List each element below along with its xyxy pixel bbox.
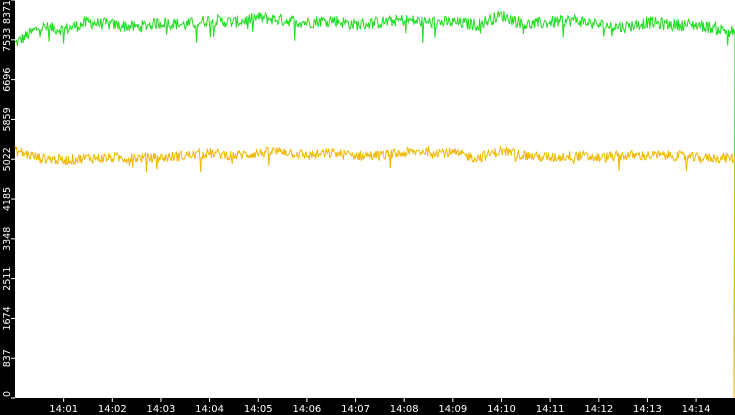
x-tick-label: 14:11	[536, 404, 565, 415]
y-tick-label: 2511	[2, 267, 13, 291]
x-tick-label: 14:13	[633, 404, 662, 415]
series-line-1	[14, 10, 735, 399]
y-tick-label: 0	[2, 391, 13, 397]
y-tick-label: 1674	[2, 306, 13, 330]
x-tick-label: 14:08	[390, 404, 419, 415]
x-axis: 14:01 14:02 14:03 14:04 14:05 14:06 14:07 14:08…	[49, 398, 710, 415]
y-axis: 0 837 1674 2511 3348 4185 5022 5859 6696 7533 8371	[2, 0, 15, 399]
y-tick-label: 3348	[2, 227, 13, 251]
x-tick-label: 14:09	[438, 404, 467, 415]
x-tick-label: 14:04	[195, 404, 224, 415]
series-layer	[14, 10, 735, 399]
x-tick-label: 14:01	[49, 404, 78, 415]
y-tick-label: 5022	[2, 147, 13, 171]
y-tick-label: 7533	[2, 28, 13, 52]
x-tick-label: 14:03	[147, 404, 176, 415]
x-tick-label: 14:07	[341, 404, 370, 415]
x-tick-label: 14:05	[244, 404, 273, 415]
x-tick-label: 14:06	[292, 404, 321, 415]
y-tick-label: 5859	[2, 107, 13, 131]
x-tick-label: 14:14	[682, 404, 711, 415]
x-tick-label: 14:10	[487, 404, 516, 415]
x-tick-label: 14:12	[584, 404, 613, 415]
y-tick-label: 8371	[2, 0, 13, 24]
y-tick-label: 4185	[2, 187, 13, 211]
x-tick-label: 14:02	[98, 404, 127, 415]
y-tick-label: 6696	[2, 68, 13, 92]
series-line-2	[14, 144, 735, 399]
y-tick-label: 837	[2, 349, 13, 367]
plot-area	[15, 0, 735, 398]
